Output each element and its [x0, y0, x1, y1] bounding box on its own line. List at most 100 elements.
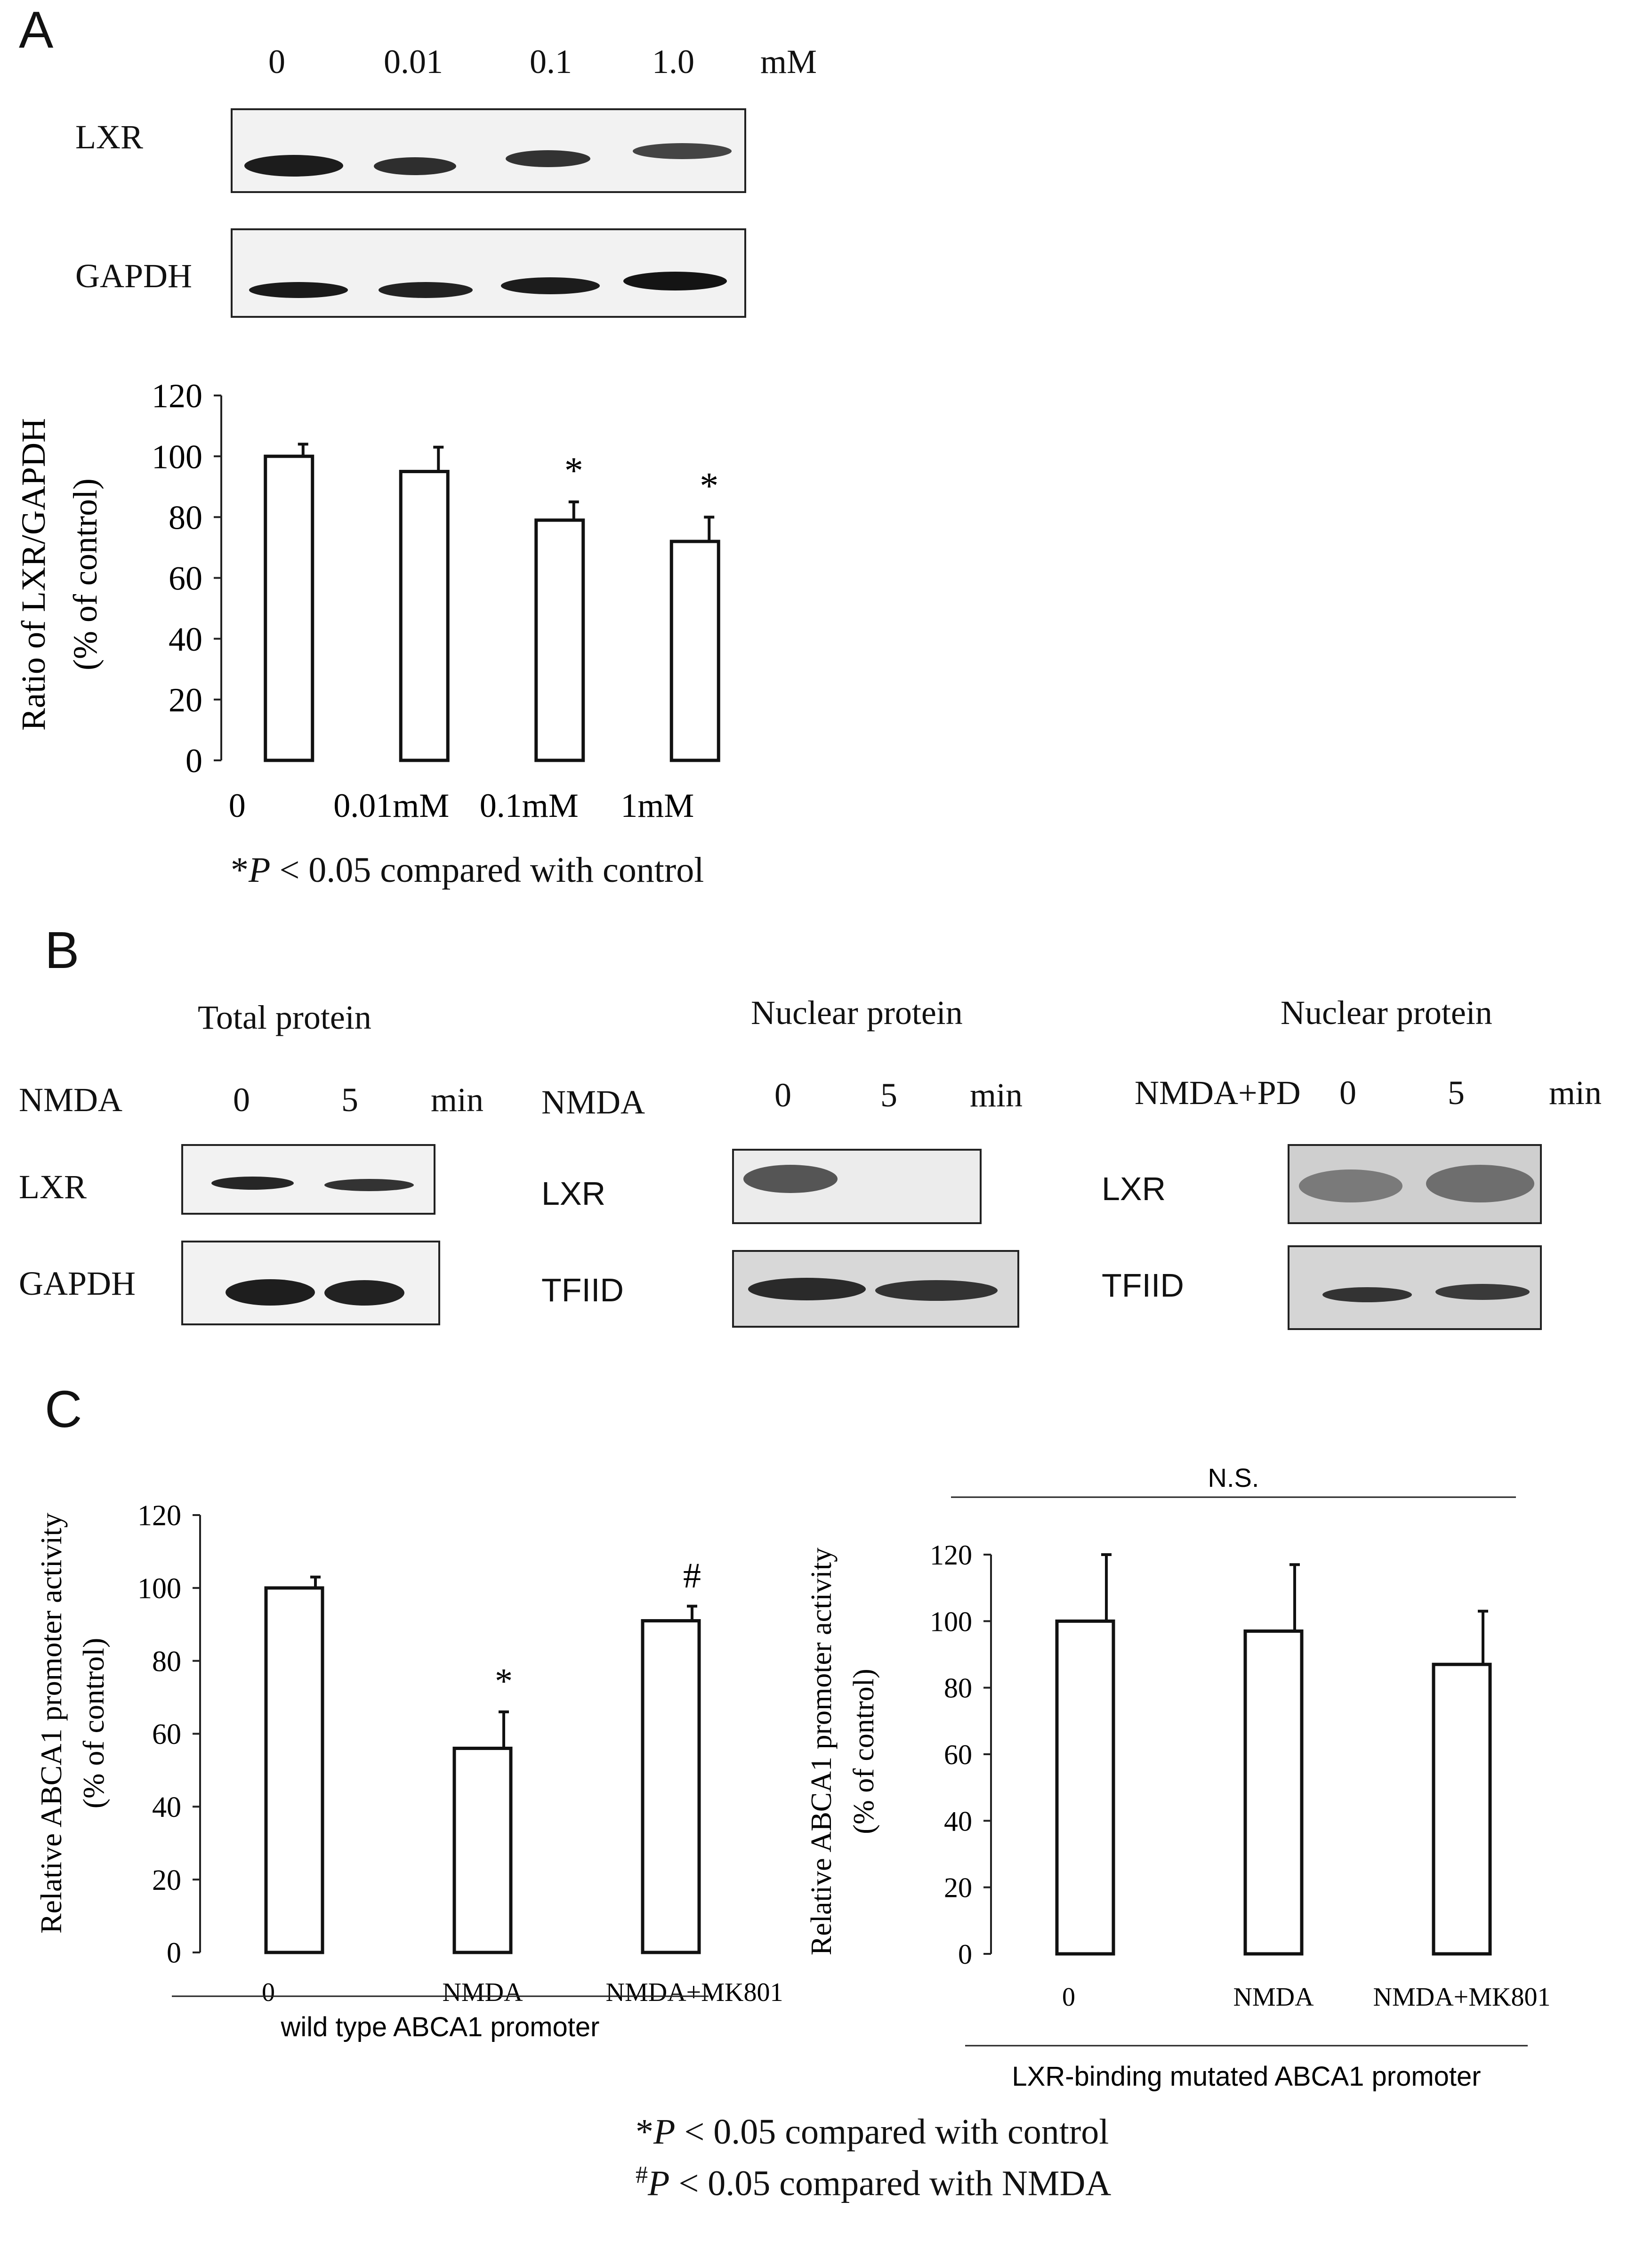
band	[501, 277, 600, 294]
chart-c-right: 0 20 40 60 80 100 120 0 NMDA NMDA+MK801 Relative A…	[806, 1463, 1551, 2092]
bar	[452, 1746, 513, 1954]
band	[379, 282, 473, 298]
footnote-a-p: P	[249, 850, 271, 890]
b-group2-blot-lxr-label: LXR	[541, 1175, 606, 1212]
band	[1426, 1165, 1534, 1202]
bar	[641, 1619, 701, 1954]
footnote-c2-p: P	[648, 2163, 670, 2203]
b-group3-treatment: NMDA+PD	[1135, 1074, 1301, 1112]
b-group1-time1: 5	[341, 1081, 358, 1119]
chart-a: 0 20 40 60 80 100 120 0 0.01mM * 0.1mM * 1mM Ratio of…	[15, 377, 720, 824]
y-tick-label: 40	[152, 1791, 181, 1823]
y-tick-label: 0	[958, 1939, 972, 1970]
blot-b3-lxr	[1288, 1144, 1542, 1224]
blot-a-lxr	[231, 108, 746, 193]
footnote-c2-text: < 0.05 compared with NMDA	[669, 2163, 1112, 2203]
b-group2-blot-tfiid-label: TFIID	[541, 1272, 624, 1308]
category-label: NMDA+MK801	[1373, 1983, 1551, 2012]
band	[1435, 1284, 1530, 1300]
b-group3-unit: min	[1549, 1074, 1602, 1112]
conc-label-1: 0.01	[384, 43, 443, 81]
band	[506, 150, 590, 167]
band	[633, 143, 732, 159]
b-group2-title: Nuclear protein	[751, 994, 963, 1032]
significance-marker: *	[495, 1661, 513, 1701]
b-group2-time1: 5	[880, 1076, 897, 1114]
b-group3-time1: 5	[1448, 1074, 1465, 1112]
y-tick-label: 120	[930, 1540, 972, 1571]
y-tick-label: 60	[944, 1739, 972, 1770]
band	[324, 1280, 404, 1306]
footnote-c1-p: P	[653, 2112, 676, 2152]
band	[875, 1280, 998, 1301]
band	[244, 155, 343, 177]
band	[1299, 1169, 1402, 1202]
y-axis-title: Ratio of LXR/GAPDH	[15, 418, 52, 731]
blot-label-lxr: LXR	[75, 118, 143, 156]
footnote-c2-symbol: #	[636, 2161, 648, 2188]
bar	[1055, 1619, 1115, 1956]
conc-label-3: 1.0	[652, 43, 694, 81]
blot-b1-gapdh	[181, 1241, 440, 1325]
blot-a-gapdh	[231, 228, 746, 318]
b-group3-time0: 0	[1339, 1074, 1356, 1112]
footnote-a: *P < 0.05 compared with control	[231, 850, 704, 891]
band	[1322, 1287, 1412, 1302]
y-tick-label: 20	[944, 1872, 972, 1903]
category-label: 0.1mM	[480, 787, 579, 824]
y-axis-title: Relative ABCA1 promoter activity	[34, 1513, 68, 1934]
significance-marker: *	[564, 450, 583, 492]
y-tick-label: 40	[169, 621, 202, 658]
category-label: 0.01mM	[333, 787, 449, 824]
chart-c-left: 0 20 40 60 80 100 120 0 * NMDA # NMDA+MK801 Relative…	[34, 1500, 783, 2042]
y-axis-subtitle: (% of control)	[848, 1669, 880, 1834]
conc-unit: mM	[760, 43, 817, 81]
blot-b2-lxr	[732, 1149, 982, 1224]
bar	[399, 469, 450, 762]
bar	[669, 540, 720, 762]
blot-label-gapdh: GAPDH	[75, 257, 193, 295]
band	[743, 1165, 838, 1193]
ns-label: N.S.	[1208, 1463, 1259, 1492]
y-tick-label: 100	[137, 1573, 181, 1605]
bar	[534, 518, 585, 762]
y-tick-label: 60	[169, 560, 202, 597]
y-tick-label: 120	[137, 1500, 181, 1532]
x-axis-title: wild type ABCA1 promoter	[281, 2012, 600, 2042]
b-group3-blot-tfiid-label: TFIID	[1102, 1267, 1184, 1304]
b-group2-treatment: NMDA	[541, 1083, 645, 1121]
b-group1-treatment: NMDA	[19, 1081, 123, 1119]
y-tick-label: 20	[152, 1864, 181, 1896]
band	[226, 1279, 315, 1306]
y-tick-label: 20	[169, 681, 202, 719]
b-group1-unit: min	[431, 1081, 484, 1119]
blot-b3-tfiid	[1288, 1245, 1542, 1330]
b-group1-blot-lxr-label: LXR	[19, 1168, 87, 1206]
y-tick-label: 80	[169, 499, 202, 537]
y-axis-title: Relative ABCA1 promoter activity	[806, 1548, 838, 1955]
category-label: NMDA	[1233, 1983, 1314, 2012]
b-group2-unit: min	[970, 1076, 1023, 1114]
bar	[1432, 1662, 1492, 1956]
category-label: 0	[229, 787, 246, 824]
b-group1-blot-gapdh-label: GAPDH	[19, 1265, 136, 1302]
significance-marker: *	[700, 465, 718, 507]
category-label: NMDA+MK801	[606, 1978, 783, 2007]
category-label: 0	[1062, 1983, 1075, 2012]
category-label: NMDA	[442, 1978, 523, 2007]
b-group3-blot-lxr-label: LXR	[1102, 1170, 1166, 1207]
y-axis-subtitle: (% of control)	[66, 478, 104, 670]
y-tick-label: 80	[152, 1645, 181, 1677]
b-group3-title: Nuclear protein	[1281, 994, 1492, 1032]
x-axis-title: LXR-binding mutated ABCA1 promoter	[1012, 2061, 1481, 2092]
panel-a-letter: A	[19, 1, 54, 59]
y-tick-label: 40	[944, 1806, 972, 1837]
y-tick-label: 100	[152, 438, 202, 476]
conc-label-2: 0.1	[530, 43, 572, 81]
significance-marker: #	[683, 1556, 701, 1596]
blot-b2-tfiid	[732, 1250, 1019, 1328]
b-group1-time0: 0	[233, 1081, 250, 1119]
bar	[264, 1586, 324, 1954]
panel-b-letter: B	[45, 921, 80, 979]
band	[748, 1278, 866, 1300]
